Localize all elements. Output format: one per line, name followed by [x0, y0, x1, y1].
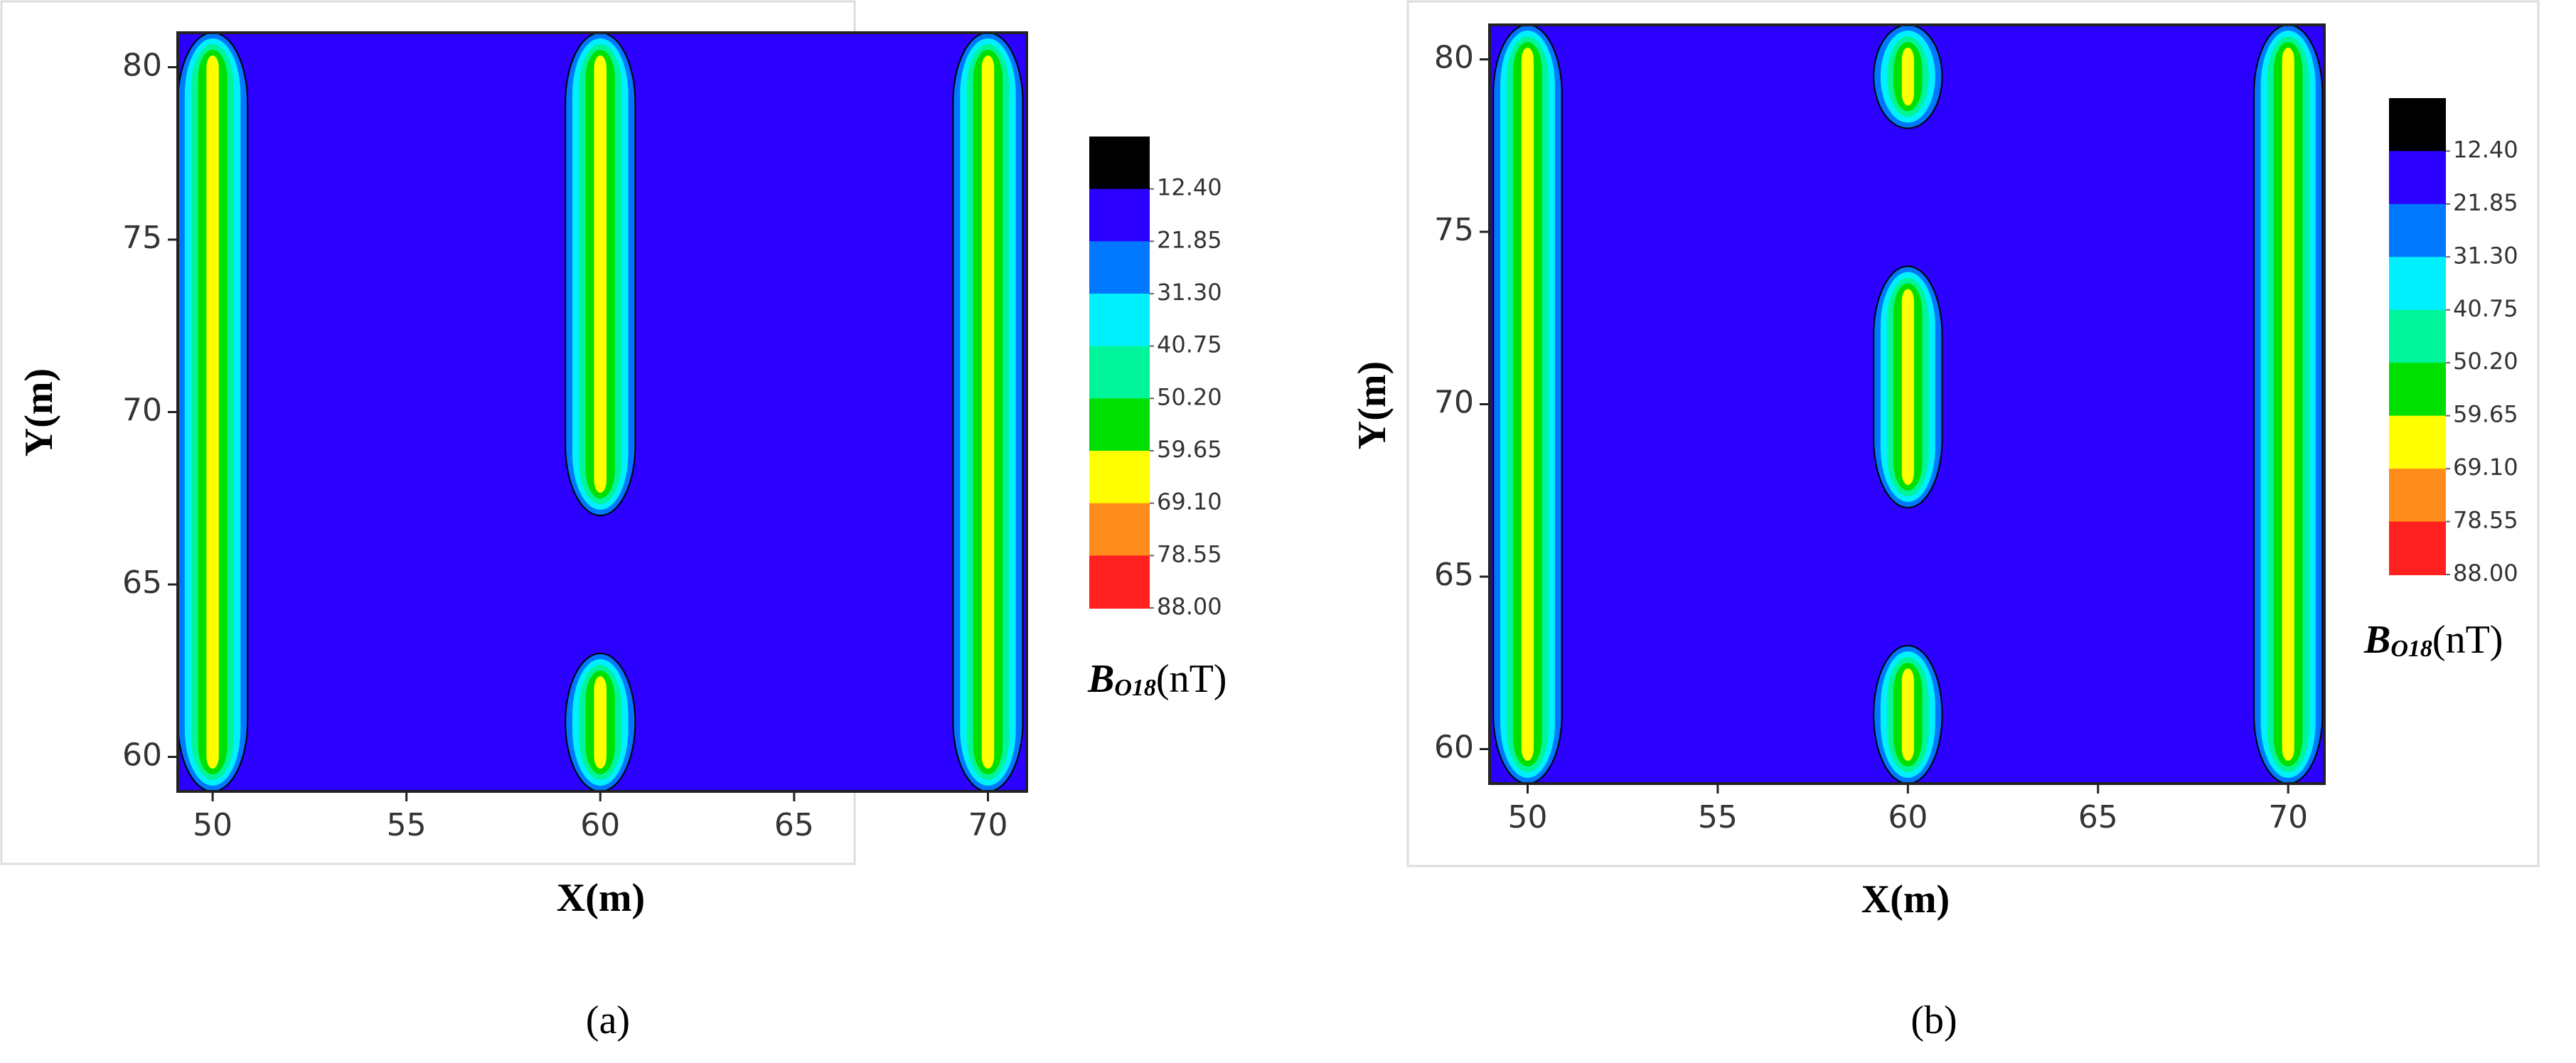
colorbar-label: 31.30 [2453, 242, 2518, 269]
contour-band [1901, 289, 1914, 485]
x-tick-label: 50 [1507, 799, 1547, 835]
colorbar-title: BO18(nT) [2363, 618, 2503, 662]
colorbar-label: 21.85 [1157, 226, 1222, 253]
colorbar-swatch [1089, 137, 1150, 190]
y-tick-label: 65 [122, 565, 162, 601]
colorbar-symbol: B [2363, 618, 2390, 662]
x-axis-label: X(m) [1861, 877, 1950, 922]
colorbar-swatch [2389, 415, 2446, 470]
colorbar-subscript: O18 [1114, 675, 1156, 701]
colorbar-label: 78.55 [2453, 507, 2518, 534]
colorbar-unit: (nT) [2432, 618, 2503, 662]
colorbar-symbol: B [1087, 657, 1114, 701]
contour-band [594, 676, 606, 769]
colorbar-label: 21.85 [2453, 189, 2518, 216]
x-tick-label: 55 [1698, 799, 1738, 835]
x-tick-label: 65 [774, 807, 814, 843]
colorbar-swatch [1089, 451, 1150, 504]
colorbar-label: 40.75 [1157, 331, 1222, 358]
colorbar-swatch [1089, 346, 1150, 400]
contour-band [206, 55, 219, 769]
y-tick-label: 70 [122, 392, 162, 429]
colorbar-swatch [2389, 98, 2446, 152]
colorbar-label: 69.10 [1157, 488, 1222, 516]
colorbar-swatch [1089, 294, 1150, 347]
y-tick-label: 80 [122, 48, 162, 84]
contour-band [1521, 48, 1534, 761]
contour-band [981, 55, 995, 769]
x-tick-label: 50 [193, 807, 233, 843]
colorbar-label: 50.20 [1157, 383, 1222, 410]
contours [178, 33, 1024, 791]
colorbar-label: 31.30 [1157, 279, 1222, 306]
colorbar-label: 69.10 [2453, 454, 2518, 481]
y-tick-label: 60 [122, 737, 162, 774]
contour-band [1901, 668, 1914, 761]
colorbar-label: 50.20 [2453, 348, 2518, 375]
y-axis-label: Y(m) [1350, 361, 1394, 449]
y-tick-label: 75 [1434, 212, 1474, 248]
colorbar-subscript: O18 [2390, 636, 2432, 662]
colorbar-swatch [2389, 309, 2446, 364]
x-axis-label: X(m) [557, 876, 645, 920]
x-tick-label: 70 [968, 807, 1008, 843]
colorbar-unit: (nT) [1156, 657, 1227, 701]
x-tick-label: 60 [580, 807, 620, 843]
y-tick-label: 60 [1434, 730, 1474, 766]
colorbar-swatch [1089, 188, 1150, 242]
colorbar-swatch [1089, 398, 1150, 452]
y-tick-label: 70 [1434, 385, 1474, 421]
caption: (b) [1910, 998, 1957, 1042]
colorbar-swatch [2389, 363, 2446, 417]
caption: (a) [586, 998, 630, 1042]
colorbar-label: 88.00 [1157, 593, 1222, 620]
x-tick-label: 65 [2078, 799, 2118, 835]
colorbar-swatch [1089, 241, 1150, 294]
colorbar-swatch [2389, 151, 2446, 205]
x-tick-label: 55 [387, 807, 427, 843]
colorbar-title: BO18(nT) [1087, 657, 1226, 701]
colorbar-swatch [2389, 257, 2446, 311]
colorbar-label: 88.00 [2453, 560, 2518, 587]
y-axis-label: Y(m) [17, 368, 61, 456]
colorbar-swatch [2389, 469, 2446, 523]
contours [1492, 25, 2324, 784]
y-tick-label: 75 [122, 220, 162, 256]
colorbar-label: 12.40 [1157, 174, 1222, 201]
colorbar-label: 78.55 [1157, 540, 1222, 567]
y-tick-label: 65 [1434, 557, 1474, 593]
colorbar-label: 59.65 [1157, 436, 1222, 463]
colorbar-swatch [1089, 555, 1150, 609]
colorbar-label: 40.75 [2453, 295, 2518, 322]
x-tick-label: 60 [1888, 799, 1928, 835]
colorbar-label: 12.40 [2453, 136, 2518, 163]
x-tick-label: 70 [2268, 799, 2308, 835]
colorbar-label: 59.65 [2453, 401, 2518, 428]
colorbar-swatch [2389, 521, 2446, 575]
y-tick-label: 80 [1434, 40, 1474, 76]
colorbar-swatch [1089, 503, 1150, 557]
contour-band [2282, 48, 2294, 761]
panel-frame [1406, 0, 2540, 867]
colorbar-swatch [2389, 203, 2446, 258]
contour-band [1901, 48, 1914, 106]
contour-band [594, 55, 606, 493]
